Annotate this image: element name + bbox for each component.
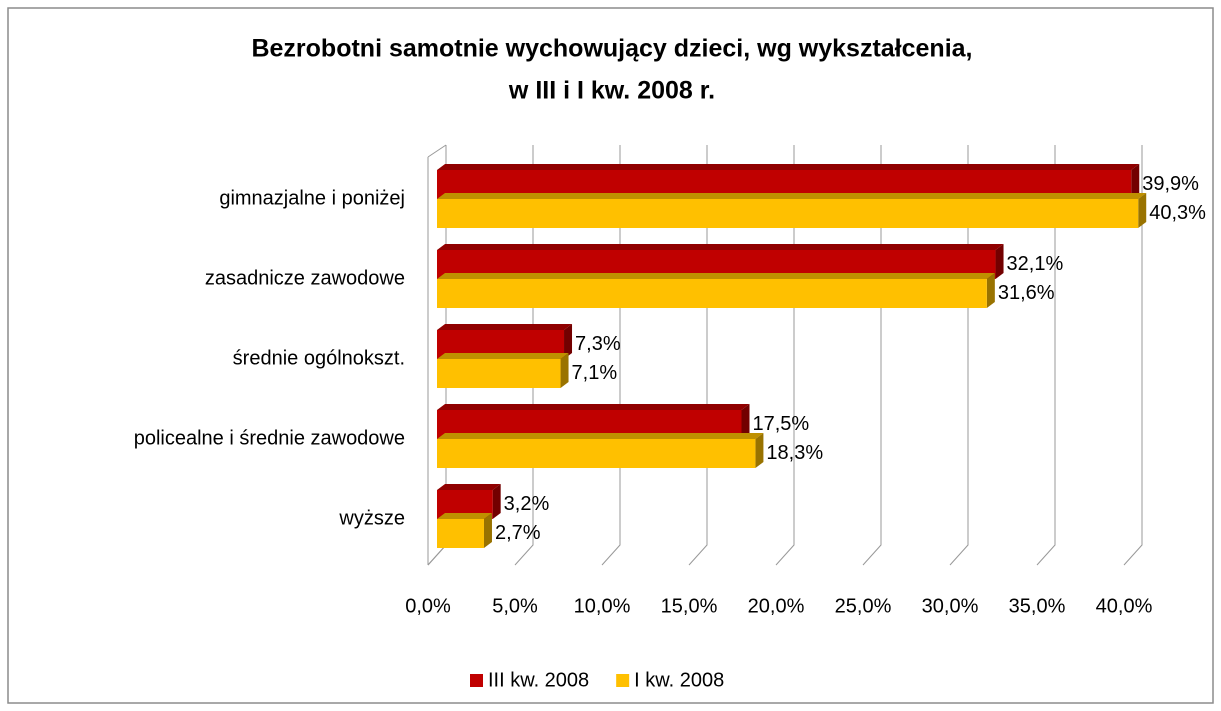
legend-swatch	[470, 674, 483, 687]
bar-top	[437, 164, 1140, 170]
data-label: 3,2%	[504, 493, 550, 515]
data-label: 2,7%	[495, 522, 541, 544]
data-label: 7,3%	[575, 333, 621, 355]
legend-swatch	[616, 674, 630, 687]
bar-side	[741, 404, 750, 439]
bar	[437, 279, 987, 308]
bar-side	[755, 433, 764, 468]
bar	[437, 359, 561, 388]
bar	[437, 199, 1139, 228]
bar-side	[483, 513, 492, 548]
chart-title: w III i I kw. 2008 r.	[508, 77, 715, 105]
x-tick-label: 25,0%	[835, 595, 892, 617]
data-label: 18,3%	[766, 442, 823, 464]
data-label: 31,6%	[998, 282, 1055, 304]
bar-top	[437, 484, 501, 490]
bar-side	[995, 244, 1004, 279]
data-label: 17,5%	[753, 413, 810, 435]
x-tick-label: 5,0%	[492, 595, 538, 617]
chart-title: Bezrobotni samotnie wychowujący dzieci, …	[251, 35, 972, 63]
bar-side	[564, 324, 573, 359]
bar-top	[437, 193, 1147, 199]
x-tick-label: 0,0%	[405, 595, 451, 617]
bar-top	[437, 324, 573, 330]
bar-top	[437, 433, 764, 439]
bar-top	[437, 273, 995, 279]
grid-line	[1123, 145, 1143, 566]
bar-top	[437, 244, 1004, 250]
bar-side	[560, 353, 569, 388]
legend-label: III kw. 2008	[488, 669, 589, 691]
bar-top	[437, 513, 492, 519]
category-label: wyższe	[338, 507, 405, 529]
bar	[437, 519, 484, 548]
axis-line	[427, 144, 447, 158]
x-tick-label: 20,0%	[748, 595, 805, 617]
bar	[437, 439, 756, 468]
x-tick-label: 35,0%	[1009, 595, 1066, 617]
category-label: zasadnicze zawodowe	[205, 267, 405, 289]
category-label: średnie ogólnokszt.	[233, 347, 405, 369]
x-tick-label: 15,0%	[661, 595, 718, 617]
bar-side	[1131, 164, 1140, 199]
category-label: policealne i średnie zawodowe	[134, 427, 405, 449]
x-tick-label: 10,0%	[574, 595, 631, 617]
bar-top	[437, 404, 750, 410]
bar-top	[437, 353, 569, 359]
bar-side	[986, 273, 995, 308]
data-label: 32,1%	[1007, 253, 1064, 275]
data-label: 40,3%	[1149, 202, 1206, 224]
legend-label: I kw. 2008	[634, 669, 724, 691]
grid-line	[1036, 145, 1056, 566]
x-tick-label: 30,0%	[922, 595, 979, 617]
bar-side	[1138, 193, 1147, 228]
bar-side	[492, 484, 501, 519]
x-tick-label: 40,0%	[1096, 595, 1153, 617]
data-label: 39,9%	[1142, 173, 1199, 195]
category-label: gimnazjalne i poniżej	[219, 187, 405, 209]
chart-frame	[7, 7, 1214, 704]
data-label: 7,1%	[572, 362, 618, 384]
